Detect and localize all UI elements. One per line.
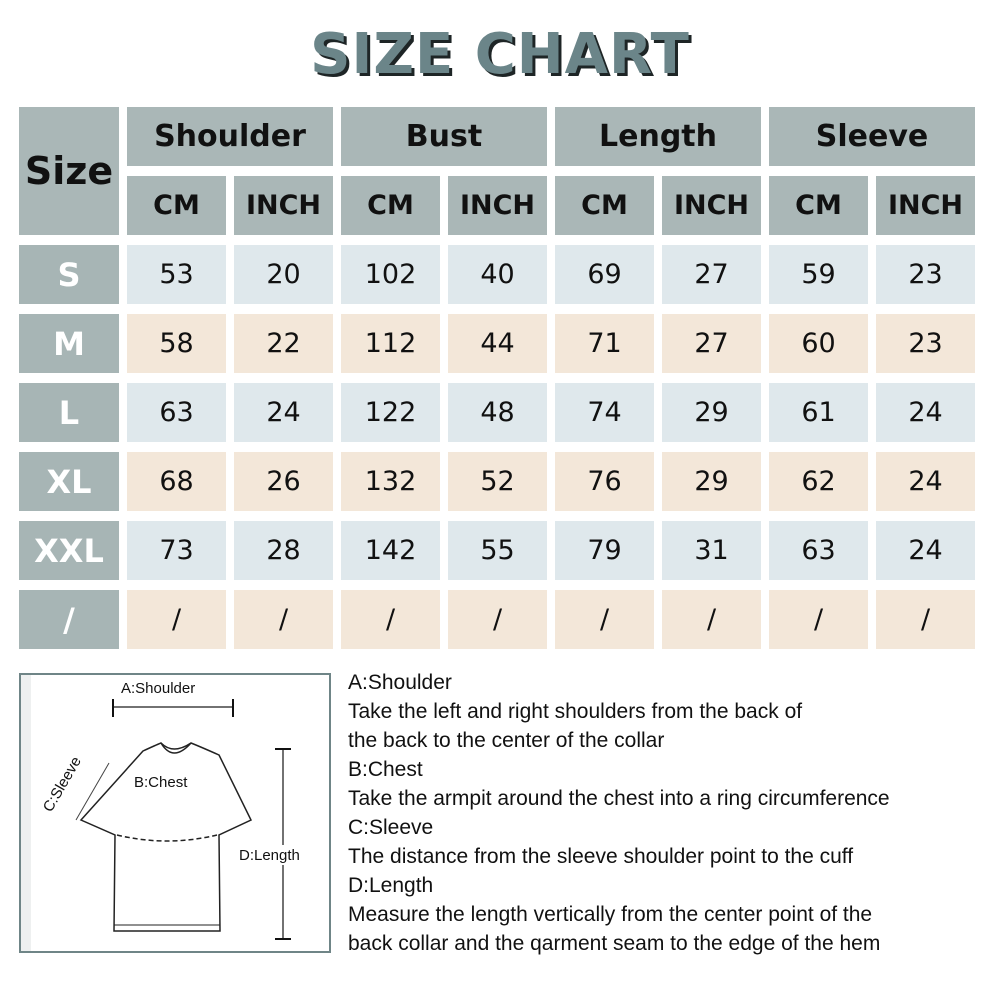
table-cell: 71 <box>555 314 654 373</box>
table-cell: 79 <box>555 521 654 580</box>
table-cell: / <box>662 590 761 649</box>
table-cell: 142 <box>341 521 440 580</box>
table-cell: / <box>341 590 440 649</box>
table-cell: 31 <box>662 521 761 580</box>
table-cell: 26 <box>234 452 333 511</box>
group-header: Bust <box>341 107 547 166</box>
table-cell: 60 <box>769 314 868 373</box>
unit-header: CM <box>769 176 868 235</box>
label-shoulder: A:Shoulder <box>121 680 195 697</box>
group-header: Shoulder <box>127 107 333 166</box>
table-cell: 28 <box>234 521 333 580</box>
table-cell: 48 <box>448 383 547 442</box>
measurement-notes: A:Shoulder Take the left and right should… <box>348 668 890 958</box>
table-cell: 24 <box>234 383 333 442</box>
table-cell: 24 <box>876 452 975 511</box>
table-cell: / <box>234 590 333 649</box>
unit-header: CM <box>127 176 226 235</box>
table-cell: 74 <box>555 383 654 442</box>
table-cell: 55 <box>448 521 547 580</box>
tshirt-illustration: A:Shoulder B:Chest C:Sleeve D:Length <box>21 675 316 951</box>
table-cell: 27 <box>662 245 761 304</box>
size-label: XXL <box>19 521 119 580</box>
table-cell: 23 <box>876 314 975 373</box>
table-cell: 122 <box>341 383 440 442</box>
label-chest: B:Chest <box>134 774 188 791</box>
unit-header: INCH <box>448 176 547 235</box>
table-cell: 40 <box>448 245 547 304</box>
table-cell: 20 <box>234 245 333 304</box>
table-cell: / <box>127 590 226 649</box>
table-cell: 24 <box>876 383 975 442</box>
tshirt-diagram: A:Shoulder B:Chest C:Sleeve D:Length <box>19 673 331 953</box>
size-label: L <box>19 383 119 442</box>
table-cell: 102 <box>341 245 440 304</box>
unit-header: CM <box>555 176 654 235</box>
label-sleeve: C:Sleeve <box>40 754 85 815</box>
size-label: S <box>19 245 119 304</box>
table-cell: 59 <box>769 245 868 304</box>
note-line: D:Length <box>348 874 434 897</box>
table-cell: 44 <box>448 314 547 373</box>
table-cell: 63 <box>127 383 226 442</box>
table-cell: / <box>448 590 547 649</box>
table-cell: 132 <box>341 452 440 511</box>
note-line: Take the left and right shoulders from t… <box>348 700 803 723</box>
note-line: C:Sleeve <box>348 816 434 839</box>
table-cell: 62 <box>769 452 868 511</box>
group-header: Sleeve <box>769 107 975 166</box>
table-cell: 73 <box>127 521 226 580</box>
table-cell: 22 <box>234 314 333 373</box>
note-line: The distance from the sleeve shoulder po… <box>348 845 854 868</box>
note-line: the back to the center of the collar <box>348 729 665 752</box>
size-table: Size Shoulder Bust Length Sleeve CM INCH CM INCH… <box>19 107 975 649</box>
note-line: A:Shoulder <box>348 671 452 694</box>
note-line: Take the armpit around the chest into a … <box>348 787 890 810</box>
size-label: XL <box>19 452 119 511</box>
table-cell: 61 <box>769 383 868 442</box>
table-cell: / <box>769 590 868 649</box>
table-cell: 24 <box>876 521 975 580</box>
note-line: back collar and the qarment seam to the … <box>348 932 881 955</box>
table-cell: 29 <box>662 452 761 511</box>
table-cell: / <box>555 590 654 649</box>
table-cell: 52 <box>448 452 547 511</box>
table-cell: 76 <box>555 452 654 511</box>
table-cell: / <box>876 590 975 649</box>
unit-header: CM <box>341 176 440 235</box>
size-label: M <box>19 314 119 373</box>
table-cell: 63 <box>769 521 868 580</box>
note-line: B:Chest <box>348 758 423 781</box>
table-cell: 53 <box>127 245 226 304</box>
unit-header: INCH <box>234 176 333 235</box>
table-cell: 23 <box>876 245 975 304</box>
group-header: Length <box>555 107 761 166</box>
table-cell: 27 <box>662 314 761 373</box>
unit-header: INCH <box>876 176 975 235</box>
unit-header: INCH <box>662 176 761 235</box>
table-cell: 58 <box>127 314 226 373</box>
table-cell: 68 <box>127 452 226 511</box>
size-label: / <box>19 590 119 649</box>
table-cell: 112 <box>341 314 440 373</box>
note-line: Measure the length vertically from the c… <box>348 903 873 926</box>
size-column-header: Size <box>19 107 119 235</box>
table-cell: 29 <box>662 383 761 442</box>
label-length: D:Length <box>239 847 300 864</box>
page-title: SIZE CHART <box>310 22 690 87</box>
table-cell: 69 <box>555 245 654 304</box>
